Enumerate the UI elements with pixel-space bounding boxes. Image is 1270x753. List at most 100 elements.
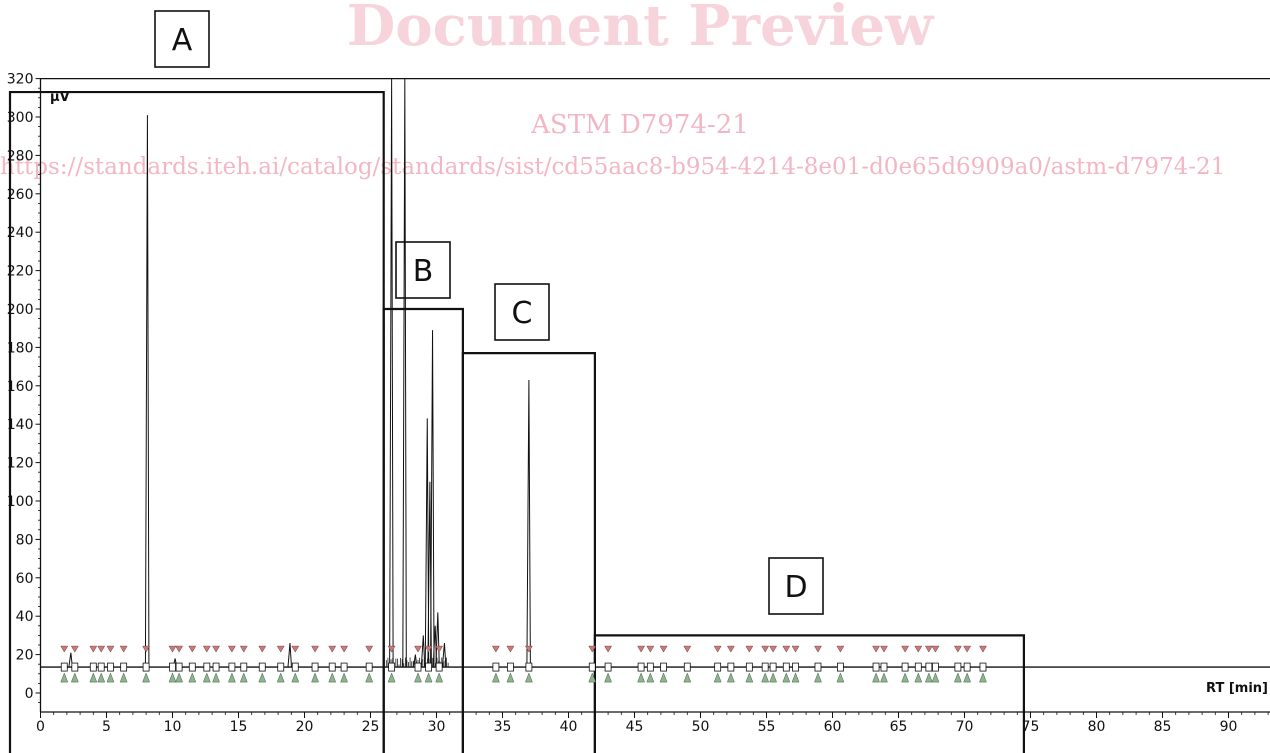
peak <box>441 643 447 668</box>
peak-marker-layer <box>60 645 987 683</box>
peak-start-marker <box>901 645 910 653</box>
zone-label-c: C <box>512 296 533 331</box>
x-tick-label: 75 <box>1022 719 1040 735</box>
zone-box-a <box>8 90 385 753</box>
x-tick-label: 40 <box>560 719 578 735</box>
peak-end-marker <box>588 672 597 683</box>
peak-apex-marker <box>660 662 667 672</box>
peak-end-marker <box>525 672 533 683</box>
peak-end-marker <box>646 672 655 683</box>
peak-start-marker <box>931 645 940 653</box>
y-tick-label: 180 <box>7 340 34 356</box>
peak-apex-marker <box>932 662 939 672</box>
peak-start-marker <box>924 645 933 653</box>
peak-end-marker <box>769 672 777 683</box>
y-tick-label: 60 <box>16 571 34 587</box>
y-tick-label: 80 <box>16 532 34 548</box>
peak <box>526 380 531 668</box>
x-tick-label: 30 <box>428 719 446 735</box>
peak-start-marker <box>106 645 115 653</box>
x-tick-label: 90 <box>1220 719 1238 735</box>
peak-end-marker <box>228 672 236 683</box>
peak-end-marker <box>414 672 422 683</box>
peak-apex-marker <box>769 662 777 672</box>
x-tick-label: 15 <box>230 719 248 735</box>
peak <box>402 78 407 668</box>
peak-end-marker <box>340 672 348 683</box>
peak <box>287 643 292 668</box>
peak <box>68 652 73 668</box>
peak-apex-marker <box>880 662 888 672</box>
zone-label-box-d <box>768 557 824 615</box>
y-tick-label: 240 <box>7 225 34 241</box>
peak-start-marker <box>202 645 211 653</box>
zone-box-c <box>461 352 596 753</box>
peak <box>424 418 430 668</box>
peak-start-marker <box>745 645 754 653</box>
peak-apex-marker <box>914 662 922 672</box>
peak-apex-marker <box>727 662 735 672</box>
peak-start-marker <box>880 645 888 653</box>
peak-end-marker <box>119 672 128 683</box>
peak-start-marker <box>328 645 337 653</box>
peak-apex-marker <box>169 662 176 672</box>
peak-start-marker <box>258 645 267 653</box>
peak-apex-marker <box>925 662 933 672</box>
peak-apex-marker <box>425 662 432 672</box>
peak-end-marker <box>761 672 770 683</box>
peak-end-marker <box>604 672 612 683</box>
y-tick-label: 20 <box>16 648 34 664</box>
peak-apex-marker <box>792 662 799 672</box>
peak-end-marker <box>782 672 791 683</box>
peak-end-marker <box>258 672 267 683</box>
peak-start-marker <box>89 645 98 653</box>
peak <box>430 330 435 668</box>
x-tick-label: 80 <box>1088 719 1106 735</box>
peak-end-marker <box>726 672 735 683</box>
y-tick-label: 40 <box>16 609 34 625</box>
peak-end-marker <box>328 672 337 683</box>
peak-start-marker <box>60 645 69 653</box>
peak-start-marker <box>637 645 646 653</box>
peak-end-marker <box>89 672 98 683</box>
y-tick-label: 280 <box>7 148 34 164</box>
peak-apex-marker <box>745 662 753 672</box>
peak-start-marker <box>963 645 972 653</box>
zone-box-d <box>593 634 1025 753</box>
peak-start-marker <box>414 645 422 653</box>
peak-start-marker <box>188 645 197 653</box>
peak-end-marker <box>954 672 962 683</box>
peak <box>435 612 440 668</box>
zone-label-box-c <box>494 283 550 341</box>
y-tick-label: 160 <box>7 379 34 395</box>
peak-start-marker <box>713 645 722 653</box>
peak-start-marker <box>311 645 319 653</box>
peak-end-marker <box>791 672 800 683</box>
peak-apex-marker <box>328 662 336 672</box>
peak-start-marker <box>506 645 515 653</box>
y-tick-label: 100 <box>7 494 34 510</box>
y-tick-label: 300 <box>7 110 34 126</box>
peak-apex-marker <box>814 662 822 672</box>
peak-apex-marker <box>228 662 236 672</box>
x-tick-label: 45 <box>626 719 644 735</box>
y-tick-label: 320 <box>7 72 34 88</box>
peak-end-marker <box>745 672 754 683</box>
peak-start-marker <box>387 645 396 653</box>
peak-apex-marker <box>71 662 79 672</box>
zone-label-b: B <box>413 254 434 289</box>
peak-end-marker <box>963 672 972 683</box>
peak-apex-marker <box>963 662 971 672</box>
zone-box-b <box>382 307 464 753</box>
peak-end-marker <box>311 672 319 683</box>
y-tick-label: 120 <box>7 456 34 472</box>
watermark-standard: ASTM D7974-21 <box>530 110 749 140</box>
peak-end-marker <box>492 672 500 683</box>
peak-apex-marker <box>142 662 150 672</box>
peak-start-marker <box>239 645 248 653</box>
peak-end-marker <box>979 672 987 683</box>
peak-end-marker <box>435 672 444 683</box>
zone-label-d: D <box>784 570 807 605</box>
peak-start-marker <box>659 645 668 653</box>
